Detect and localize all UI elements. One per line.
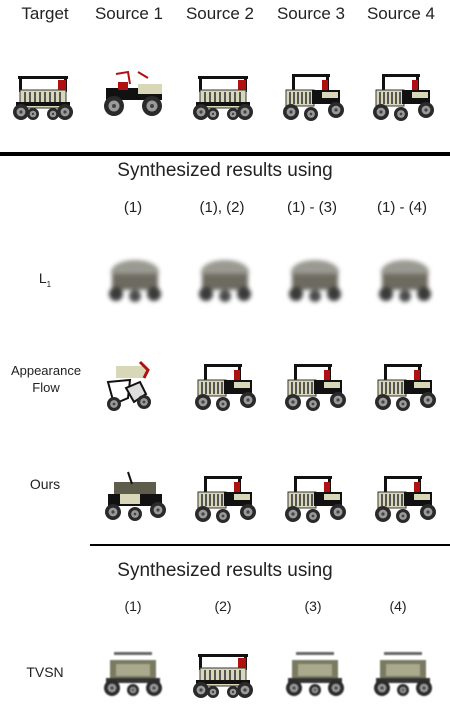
- section-divider-top: [0, 152, 450, 156]
- row-label-l1: L1: [38, 270, 52, 289]
- tvsn-result-3: [280, 640, 350, 706]
- blurry-jeep-icon: [289, 260, 341, 302]
- row-label-tvsn: TVSN: [26, 664, 64, 680]
- blurry-jeep-icon: [109, 260, 161, 302]
- section1-title: Synthesized results using: [117, 160, 333, 181]
- section2-col-1: (1): [124, 598, 142, 614]
- tvsn-result-2: [188, 640, 258, 706]
- flow-result-2: [190, 352, 260, 418]
- l1-result-1: [100, 246, 170, 312]
- jeep-front-icon: [193, 76, 253, 120]
- jeep-threequarter-icon: [195, 364, 256, 411]
- blurry-jeep-icon: [379, 260, 431, 302]
- section2-col-4: (4): [389, 598, 407, 614]
- flow-result-1: [100, 352, 170, 418]
- tvsn-jeep-icon: [374, 652, 432, 696]
- jeep-front-icon: [193, 654, 253, 698]
- section2-col-2: (2): [214, 598, 232, 614]
- jeep-side-icon: [104, 70, 162, 116]
- header-source-4: Source 4: [366, 4, 436, 23]
- ours-result-1: [100, 464, 170, 530]
- jeep-threequarter-icon: [373, 74, 434, 121]
- jeep-threequarter-icon: [285, 364, 346, 411]
- section2-title: Synthesized results using: [117, 560, 333, 581]
- ours-result-3: [280, 464, 350, 530]
- header-target: Target: [21, 4, 69, 23]
- broken-jeep-icon: [106, 360, 151, 411]
- jeep-threequarter-icon: [283, 74, 344, 121]
- section1-col-2: (1), (2): [199, 199, 245, 216]
- jeep-image-source-3: [278, 62, 348, 128]
- section2-col-3: (3): [304, 598, 322, 614]
- jeep-threequarter-icon: [375, 364, 436, 411]
- tvsn-result-1: [98, 640, 168, 706]
- blurry-jeep-icon: [199, 260, 251, 302]
- row-label-appearance-flow: Appearance Flow: [10, 363, 82, 395]
- l1-result-3: [280, 246, 350, 312]
- row-label-ours: Ours: [29, 476, 61, 492]
- jeep-image-target: [8, 62, 78, 128]
- section-divider-bottom: [90, 544, 450, 546]
- section1-col-4: (1) - (4): [377, 199, 427, 216]
- jeep-threequarter-icon: [285, 476, 346, 523]
- l1-result-2: [190, 246, 260, 312]
- ours-result-4: [370, 464, 440, 530]
- header-source-2: Source 2: [185, 4, 255, 23]
- jeep-threequarter-icon: [375, 476, 436, 523]
- jeep-image-source-4: [368, 62, 438, 128]
- jeep-front-icon: [13, 76, 73, 120]
- section1-col-3: (1) - (3): [287, 199, 337, 216]
- dark-jeep-icon: [105, 471, 166, 521]
- flow-result-3: [280, 352, 350, 418]
- section1-col-1: (1): [123, 199, 143, 216]
- ours-result-2: [190, 464, 260, 530]
- header-source-3: Source 3: [276, 4, 346, 23]
- header-source-1: Source 1: [94, 4, 164, 23]
- tvsn-jeep-icon: [286, 652, 344, 696]
- tvsn-result-4: [368, 640, 438, 706]
- jeep-image-source-1: [98, 62, 168, 128]
- jeep-image-source-2: [188, 62, 258, 128]
- tvsn-jeep-icon: [104, 652, 162, 696]
- jeep-threequarter-icon: [195, 476, 256, 523]
- flow-result-4: [370, 352, 440, 418]
- l1-result-4: [370, 246, 440, 312]
